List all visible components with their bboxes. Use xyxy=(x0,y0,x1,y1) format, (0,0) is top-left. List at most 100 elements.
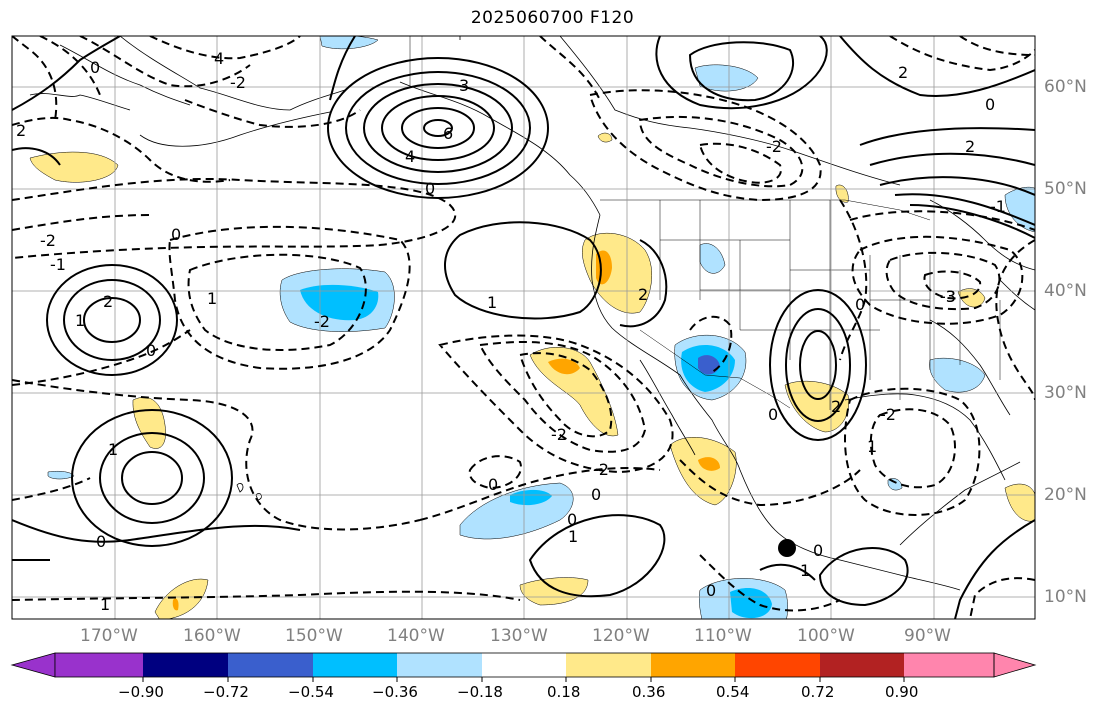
negative-region xyxy=(459,482,574,540)
positive-region xyxy=(957,288,986,308)
lon-label: 120°W xyxy=(592,626,650,646)
contour-label: -2 xyxy=(230,73,246,92)
colorbar xyxy=(10,652,1037,682)
positive-region xyxy=(519,577,589,606)
lat-label: 20°N xyxy=(1044,485,1087,505)
contour-label: 1 xyxy=(867,437,877,456)
colorbar-swatch xyxy=(651,653,735,677)
lon-label: 140°W xyxy=(387,626,445,646)
contour-label: -2 xyxy=(880,405,896,424)
negative-region xyxy=(319,36,379,50)
contour-label: 6 xyxy=(443,124,453,143)
positive-region xyxy=(132,397,166,449)
contour-label: 3 xyxy=(459,76,469,95)
lat-label: 60°N xyxy=(1044,77,1087,97)
lat-lon-grid xyxy=(12,36,1035,619)
lon-label: 130°W xyxy=(490,626,548,646)
positive-region-strong xyxy=(548,358,580,375)
colorbar-swatch xyxy=(397,653,482,677)
contour-label: -1 xyxy=(990,197,1006,216)
positive-region xyxy=(154,578,209,619)
contour-label: 1 xyxy=(75,311,85,330)
positive-region xyxy=(835,184,849,203)
positive-region xyxy=(597,132,613,143)
lat-label: 30°N xyxy=(1044,383,1087,403)
negative-region-strong xyxy=(730,588,772,619)
colorbar-tick-label: 0.36 xyxy=(632,683,666,701)
contour-label: 4 xyxy=(405,147,415,166)
contour-label: 2 xyxy=(965,137,975,156)
colorbar-tick-label: −0.90 xyxy=(118,683,164,701)
contour-label: 0 xyxy=(567,510,577,529)
colorbar-extend-high xyxy=(993,652,1037,678)
colorbar-swatch xyxy=(55,653,143,677)
contour-label: -2 xyxy=(551,425,567,444)
contour-label: 0 xyxy=(488,475,498,494)
negative-region xyxy=(929,357,986,393)
lon-label: 100°W xyxy=(797,626,855,646)
contour-label: 0 xyxy=(146,341,156,360)
colorbar-tick-label: 0.54 xyxy=(716,683,750,701)
contour-label: -2 xyxy=(766,137,782,156)
colorbar-swatch xyxy=(566,653,651,677)
contour-label: 0 xyxy=(813,541,823,560)
contour-label: 0 xyxy=(90,58,100,77)
lon-label: 110°W xyxy=(694,626,752,646)
colorbar-tick-label: 0.72 xyxy=(801,683,835,701)
lon-label: 150°W xyxy=(285,626,343,646)
colorbar-tick-label: −0.54 xyxy=(288,683,334,701)
negative-region xyxy=(694,64,759,92)
contour-label: 2 xyxy=(103,292,113,311)
colorbar-tick-label: −0.72 xyxy=(203,683,249,701)
contour-label: 4 xyxy=(214,49,224,68)
positive-region xyxy=(784,380,850,433)
contour-label: 1 xyxy=(487,293,497,312)
lat-label: 50°N xyxy=(1044,179,1087,199)
contour-label: 0 xyxy=(591,485,601,504)
colorbar-tick-label: 0.18 xyxy=(547,683,581,701)
negative-region xyxy=(699,243,726,274)
political-borders xyxy=(409,36,1001,410)
location-marker xyxy=(778,539,796,557)
contour-label: 1 xyxy=(568,527,578,546)
colorbar-swatch xyxy=(228,653,313,677)
contour-label: -3 xyxy=(940,287,956,306)
contour-label: -3 xyxy=(940,287,956,306)
positive-contours xyxy=(12,36,1035,619)
contour-label: 0 xyxy=(985,95,995,114)
colorbar-swatch xyxy=(904,653,994,677)
lat-label: 40°N xyxy=(1044,281,1087,301)
colorbar-swatch xyxy=(820,653,904,677)
colorbar-swatch xyxy=(313,653,397,677)
colorbar-swatch xyxy=(143,653,228,677)
positive-region-strong xyxy=(698,457,720,471)
lon-label: 90°W xyxy=(904,626,951,646)
plot-frame xyxy=(11,35,1036,620)
contour-label: -1 xyxy=(50,255,66,274)
contour-label: 0 xyxy=(96,532,106,551)
contour-label: -2 xyxy=(593,460,609,479)
contour-label: -2 xyxy=(314,312,330,331)
map-title: 2025060700 F120 xyxy=(470,8,635,28)
positive-region-strong xyxy=(172,598,179,611)
coastlines xyxy=(29,36,1035,591)
colorbar-tick-label: 0.90 xyxy=(885,683,919,701)
contour-label: 2 xyxy=(831,397,841,416)
lon-label: 160°W xyxy=(183,626,241,646)
colorbar-swatch xyxy=(735,653,820,677)
colorbar-tick-label: −0.18 xyxy=(457,683,503,701)
positive-region xyxy=(529,347,619,437)
negative-contours xyxy=(12,36,1035,619)
contour-label: 0 xyxy=(768,405,778,424)
contour-label: 0 xyxy=(706,581,716,600)
contour-label: 2 xyxy=(638,285,648,304)
colorbar-extend-low xyxy=(10,652,56,678)
contour-label: 1 xyxy=(100,595,110,614)
contour-label: 0 xyxy=(425,179,435,198)
negative-region xyxy=(47,470,75,480)
negative-region-strong xyxy=(300,284,379,321)
contour-label: 2 xyxy=(16,121,26,140)
colorbar-tick-label: −0.36 xyxy=(372,683,418,701)
negative-region-strong xyxy=(510,489,552,506)
